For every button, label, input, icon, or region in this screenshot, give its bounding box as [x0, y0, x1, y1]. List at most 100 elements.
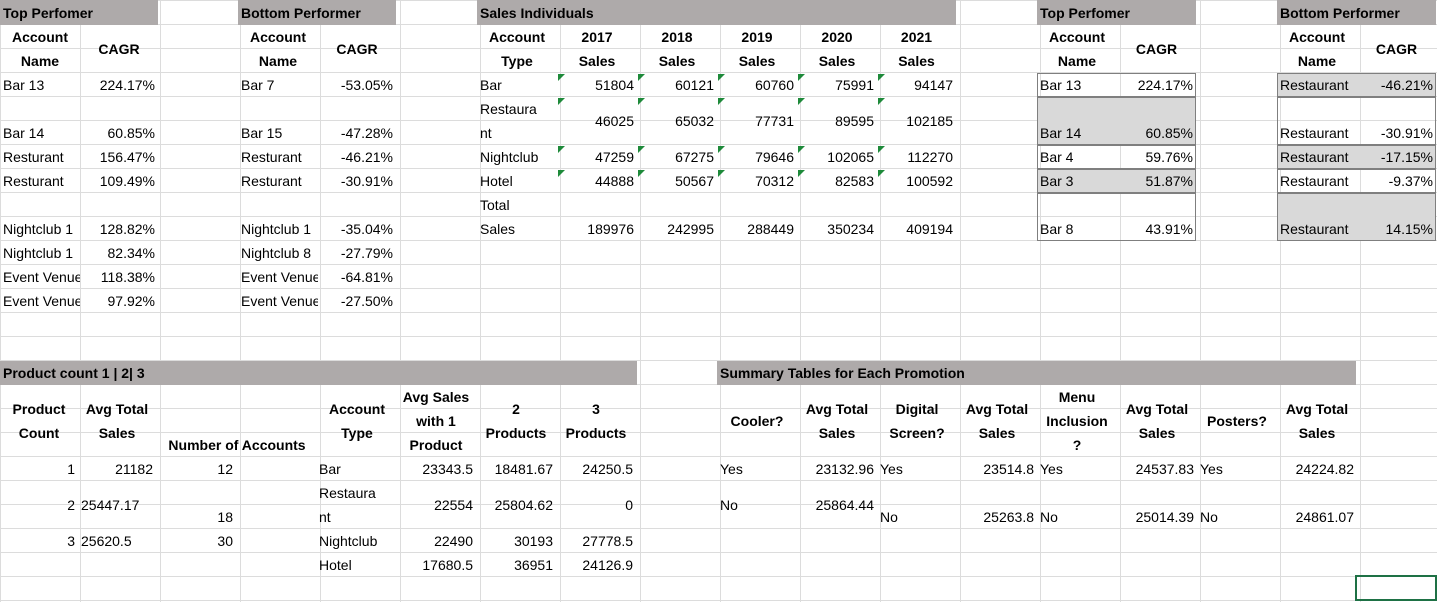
cell[interactable]: 50567 — [675, 173, 714, 189]
cell[interactable]: 22490 — [434, 533, 473, 549]
table-title[interactable]: Bottom Performer — [238, 0, 396, 25]
cell[interactable]: 3 — [67, 533, 75, 549]
cell[interactable]: Bar 13 — [3, 77, 45, 93]
cell[interactable]: Resturant — [241, 173, 302, 189]
cell[interactable]: -30.91% — [1380, 125, 1433, 141]
cell[interactable]: Resturant — [241, 149, 302, 165]
cell[interactable]: 0 — [625, 497, 633, 513]
cell[interactable]: 118.38% — [100, 269, 155, 285]
column-header[interactable]: 2019 — [741, 29, 773, 45]
cell[interactable]: 30193 — [514, 533, 553, 549]
column-header[interactable]: Avg Sales — [402, 389, 470, 405]
column-header[interactable]: Account — [1049, 29, 1105, 45]
column-header[interactable]: Avg Total — [805, 401, 869, 417]
cell[interactable]: Bar 14 — [1040, 125, 1082, 141]
cell[interactable]: 224.17% — [1137, 77, 1193, 93]
column-header[interactable]: Cooler? — [730, 413, 784, 429]
cell[interactable]: 27778.5 — [582, 533, 633, 549]
cell[interactable]: Restaurant — [1280, 125, 1349, 141]
cell[interactable]: Nightclub — [319, 533, 378, 549]
cell[interactable]: nt — [319, 509, 331, 525]
cell[interactable]: Restaura — [319, 485, 376, 501]
cell[interactable]: 97.92% — [107, 293, 155, 309]
column-header[interactable]: Sales — [658, 53, 696, 69]
cell[interactable]: 46025 — [595, 113, 634, 129]
column-header[interactable]: Sales — [818, 53, 856, 69]
column-header[interactable]: 2021 — [900, 29, 933, 45]
column-header[interactable]: Avg Total — [85, 401, 149, 417]
cell[interactable]: No — [1200, 509, 1218, 525]
cell[interactable]: 409194 — [906, 221, 953, 237]
cell[interactable]: 79646 — [755, 149, 794, 165]
cell[interactable]: nt — [480, 125, 492, 141]
cell[interactable]: 224.17% — [99, 77, 155, 93]
column-header[interactable]: Sales — [578, 53, 616, 69]
cell[interactable]: 128.82% — [99, 221, 155, 237]
cell[interactable]: Event Venue — [3, 293, 80, 309]
cell[interactable]: Nightclub 1 — [3, 221, 74, 237]
cell[interactable]: 12 — [217, 461, 233, 477]
cell[interactable]: 47259 — [595, 149, 634, 165]
column-header[interactable]: CAGR — [98, 41, 140, 57]
cell[interactable]: Yes — [1200, 461, 1223, 477]
cell[interactable]: 89595 — [835, 113, 874, 129]
cell[interactable]: 189976 — [587, 221, 634, 237]
column-header[interactable]: Name — [1297, 53, 1337, 69]
cell[interactable]: 2 — [67, 497, 75, 513]
cell[interactable]: -17.15% — [1380, 149, 1433, 165]
table-title[interactable]: Top Perfomer — [1037, 0, 1196, 25]
cell[interactable]: 60.85% — [1145, 125, 1193, 141]
cell[interactable]: Bar — [319, 461, 341, 477]
cell[interactable]: 1 — [67, 461, 75, 477]
cell[interactable]: 24537.83 — [1135, 461, 1194, 477]
cell[interactable]: Resturant — [3, 173, 64, 189]
cell[interactable]: Restaurant — [1280, 77, 1349, 93]
column-header[interactable]: CAGR — [336, 41, 378, 57]
cell[interactable]: -46.21% — [340, 149, 393, 165]
active-cell-selection[interactable] — [1355, 575, 1437, 601]
cell[interactable]: Yes — [720, 461, 743, 477]
column-header[interactable]: Screen? — [889, 425, 945, 441]
cell[interactable]: Hotel — [319, 557, 352, 573]
cell[interactable]: 25620.5 — [81, 533, 132, 549]
cell[interactable]: Hotel — [480, 173, 513, 189]
cell[interactable]: 102185 — [906, 113, 953, 129]
cell[interactable]: Bar 7 — [241, 77, 275, 93]
cell[interactable]: 94147 — [914, 77, 953, 93]
cell[interactable]: 23132.96 — [815, 461, 874, 477]
column-header[interactable]: Count — [18, 425, 60, 441]
cell[interactable]: 25804.62 — [494, 497, 553, 513]
column-header[interactable]: Name — [20, 53, 60, 69]
column-header[interactable]: Sales — [818, 425, 856, 441]
column-header[interactable]: Products — [565, 425, 627, 441]
cell[interactable]: 60760 — [755, 77, 794, 93]
column-header[interactable]: with 1 — [416, 413, 456, 429]
table-title[interactable]: Sales Individuals — [477, 0, 956, 25]
cell[interactable]: 60121 — [675, 77, 714, 93]
column-header[interactable]: Posters? — [1207, 413, 1267, 429]
cell[interactable]: 30 — [217, 533, 233, 549]
cell[interactable]: 36951 — [514, 557, 553, 573]
column-header[interactable]: 2017 — [581, 29, 613, 45]
cell[interactable]: 25263.8 — [983, 509, 1034, 525]
cell[interactable]: -9.37% — [1388, 173, 1433, 189]
cell[interactable]: -46.21% — [1380, 77, 1433, 93]
cell[interactable]: Restaura — [480, 101, 537, 117]
cell[interactable]: 156.47% — [99, 149, 155, 165]
cell[interactable]: 18 — [217, 509, 233, 525]
cell[interactable]: 70312 — [755, 173, 794, 189]
cell[interactable]: 21182 — [115, 461, 153, 477]
cell[interactable]: Bar 15 — [241, 125, 283, 141]
column-header[interactable]: Account — [489, 29, 545, 45]
cell[interactable]: 24224.82 — [1295, 461, 1354, 477]
cell[interactable]: No — [880, 509, 898, 525]
cell[interactable]: No — [1040, 509, 1058, 525]
column-header[interactable]: Number of Accounts — [168, 437, 306, 453]
column-header[interactable]: CAGR — [1135, 41, 1178, 57]
cell[interactable]: -53.05% — [340, 77, 393, 93]
column-header[interactable]: 2020 — [821, 29, 853, 45]
cell[interactable]: 75991 — [835, 77, 874, 93]
cell[interactable]: Yes — [880, 461, 903, 477]
cell[interactable]: 24126.9 — [582, 557, 633, 573]
cell[interactable]: Restaurant — [1280, 173, 1349, 189]
